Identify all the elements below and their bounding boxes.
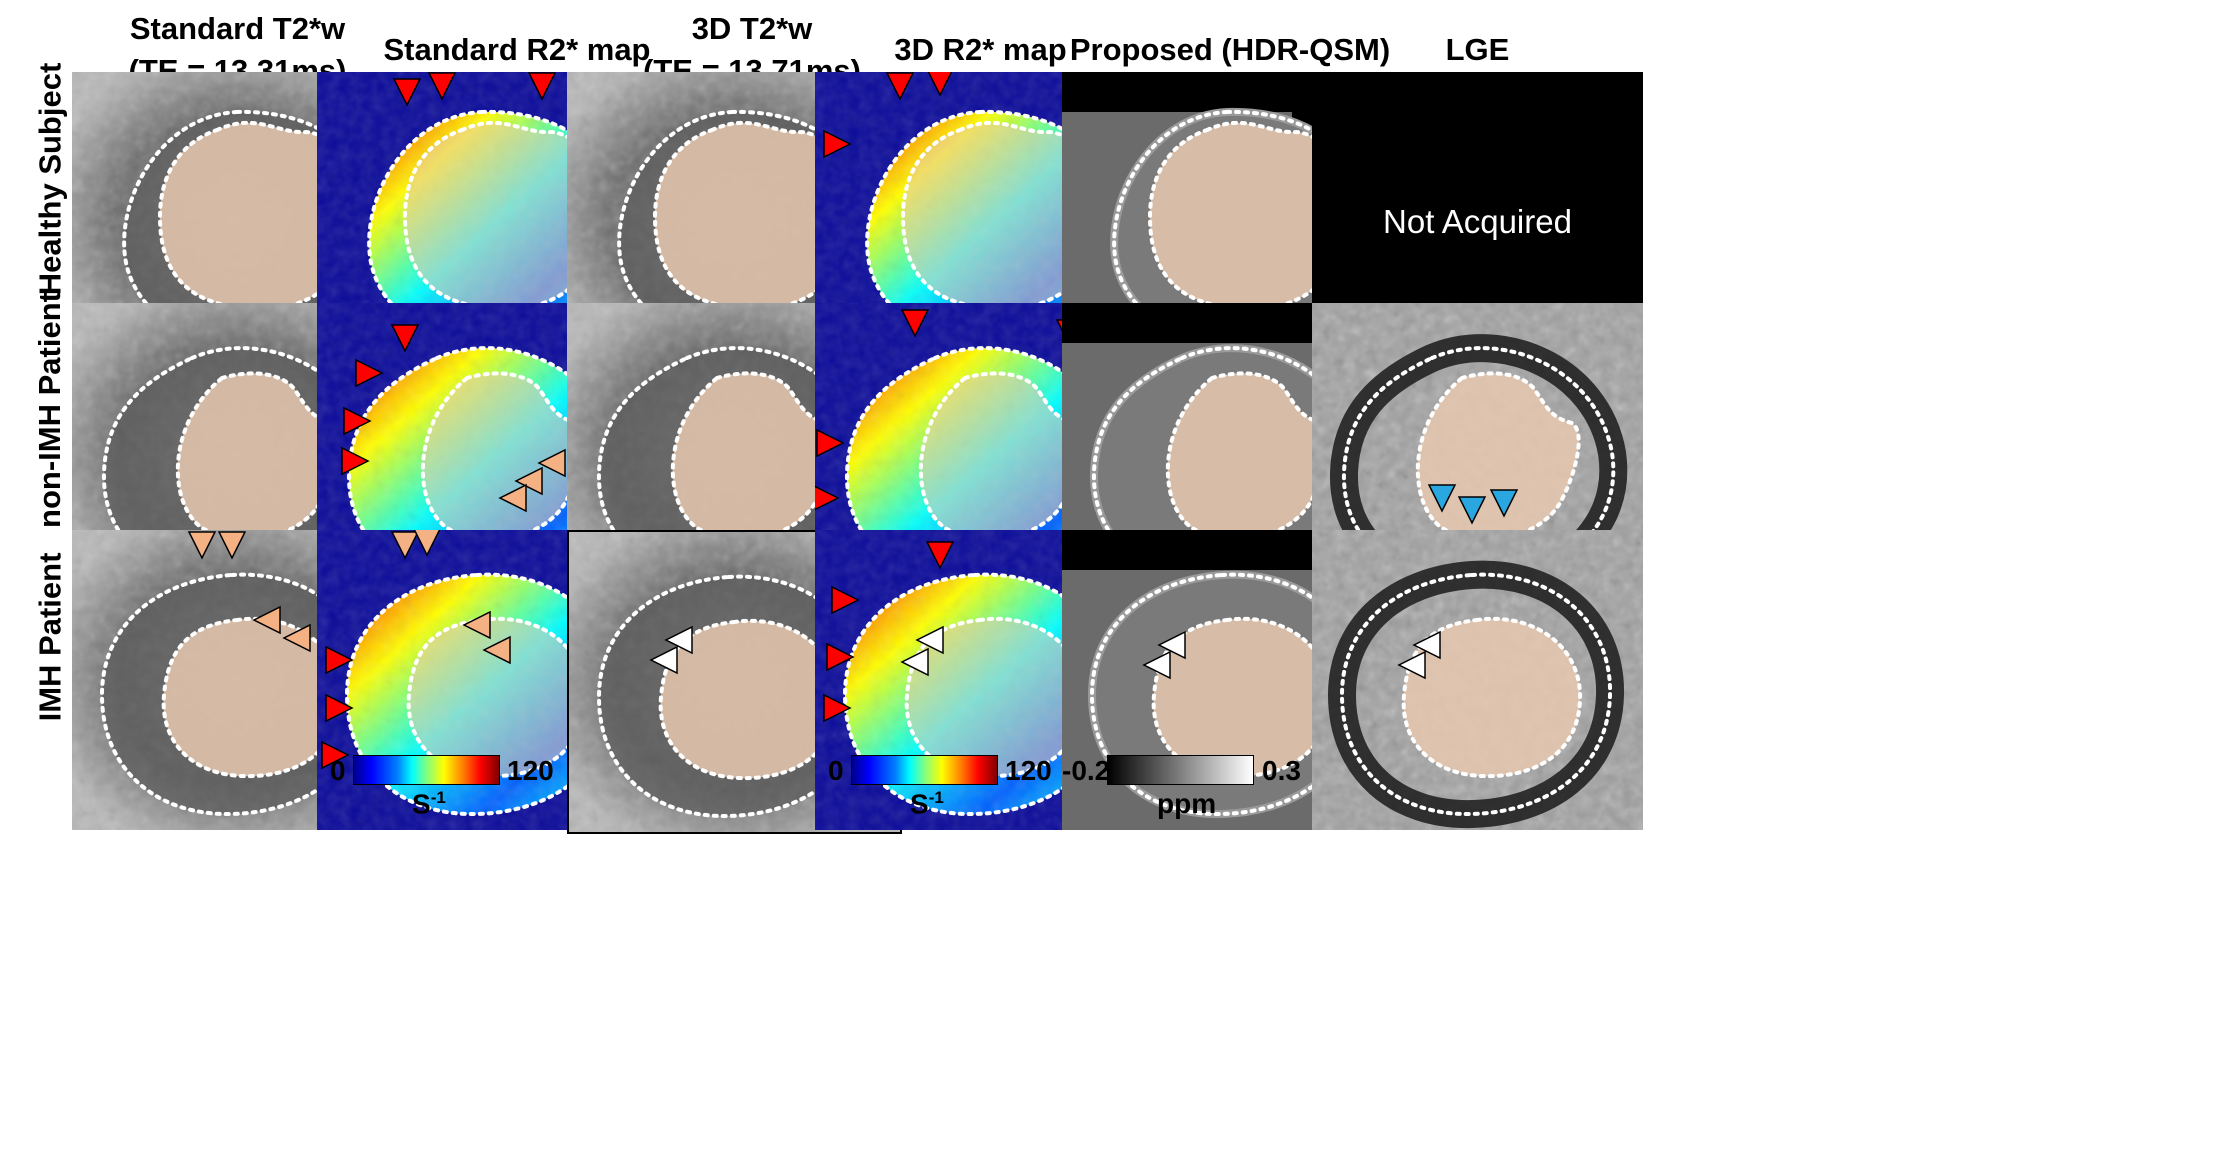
annotation-arrowhead bbox=[390, 531, 420, 560]
column-header-lge: LGE bbox=[1312, 4, 1643, 96]
colorbar-standard-r2: 0 120 S-1 bbox=[320, 752, 554, 819]
column-header-line1: Standard T2*w bbox=[129, 11, 346, 46]
colorbar-3d-r2: 0 120 S-1 bbox=[818, 752, 1052, 819]
mri-image bbox=[1312, 530, 1643, 830]
annotation-arrowhead bbox=[343, 406, 372, 436]
column-header-line1: Standard R2* map bbox=[383, 32, 651, 67]
annotation-arrowhead bbox=[831, 585, 860, 615]
annotation-arrowhead bbox=[823, 129, 852, 159]
annotation-arrowhead bbox=[427, 72, 457, 101]
column-header-hdr-qsm: Proposed (HDR-QSM) bbox=[1040, 4, 1420, 96]
annotation-arrowhead bbox=[823, 693, 852, 723]
annotation-arrowhead bbox=[462, 610, 491, 640]
annotation-arrowhead bbox=[1412, 630, 1441, 660]
annotation-arrowhead bbox=[341, 446, 370, 476]
colorbar-gradient bbox=[1107, 755, 1254, 785]
column-header-line1: LGE bbox=[1445, 32, 1510, 67]
annotation-arrowhead bbox=[282, 623, 311, 653]
annotation-arrowhead bbox=[925, 541, 955, 570]
colorbar-unit: ppm bbox=[1157, 788, 1217, 819]
colorbar-gradient bbox=[353, 755, 500, 785]
annotation-arrowhead bbox=[900, 647, 929, 677]
annotation-arrowhead bbox=[1157, 630, 1186, 660]
annotation-arrowhead bbox=[252, 605, 281, 635]
colorbar-max-label: 0.3 bbox=[1262, 755, 1301, 786]
row-label-text: non-IMH Patient bbox=[32, 292, 68, 528]
annotation-arrowhead bbox=[885, 72, 915, 101]
annotation-arrowhead bbox=[187, 531, 217, 560]
annotation-arrowhead bbox=[900, 309, 930, 338]
not-acquired-label: Not Acquired bbox=[1383, 203, 1572, 240]
colorbar-gradient bbox=[851, 755, 998, 785]
annotation-arrowhead bbox=[392, 78, 422, 107]
annotation-arrowhead bbox=[413, 530, 441, 557]
annotation-arrowhead bbox=[537, 448, 566, 478]
annotation-arrowhead bbox=[826, 642, 855, 672]
column-header-standard-r2-map: Standard R2* map bbox=[317, 4, 717, 96]
annotation-arrowhead bbox=[664, 625, 693, 655]
colorbar-min-label: -0.2 bbox=[1062, 755, 1111, 786]
annotation-arrowhead bbox=[927, 72, 953, 97]
row-label-text: IMH Patient bbox=[32, 552, 68, 722]
annotation-arrowhead bbox=[482, 635, 511, 665]
annotation-arrowhead bbox=[1457, 496, 1487, 525]
colorbar-unit: S-1 bbox=[412, 788, 446, 820]
colorbar-qsm: -0.2 0.3 ppm bbox=[1062, 752, 1302, 819]
column-header-3d-r2-map: 3D R2* map bbox=[815, 4, 1146, 96]
annotation-arrowhead bbox=[325, 645, 354, 675]
row-label-text: Healthy Subject bbox=[32, 62, 67, 296]
annotation-arrowhead bbox=[514, 466, 543, 496]
panel-imh-lge bbox=[1312, 530, 1643, 830]
colorbar-max-label: 120 bbox=[1005, 755, 1052, 786]
annotation-arrowhead bbox=[1489, 489, 1519, 518]
annotation-arrowhead bbox=[355, 358, 384, 388]
annotation-arrowhead bbox=[1427, 484, 1457, 513]
column-header-line1: 3D R2* map bbox=[894, 32, 1067, 67]
annotation-arrowhead bbox=[217, 531, 247, 560]
column-header-standard-t2w: Standard T2*w (TE = 13.31ms) bbox=[72, 4, 403, 96]
annotation-arrowhead bbox=[1397, 650, 1426, 680]
annotation-arrowhead bbox=[649, 645, 678, 675]
column-header-line1: Proposed (HDR-QSM) bbox=[1069, 32, 1391, 67]
annotation-arrowhead bbox=[390, 324, 420, 353]
colorbar-unit: S-1 bbox=[910, 788, 944, 820]
colorbar-max-label: 120 bbox=[507, 755, 554, 786]
annotation-arrowhead bbox=[498, 483, 527, 513]
column-header-line1: 3D T2*w bbox=[691, 11, 813, 46]
colorbar-min-label: 0 bbox=[330, 755, 346, 786]
colorbar-min-label: 0 bbox=[828, 755, 844, 786]
annotation-arrowhead bbox=[1142, 650, 1171, 680]
annotation-arrowhead bbox=[915, 625, 944, 655]
annotation-arrowhead bbox=[816, 428, 845, 458]
annotation-arrowhead bbox=[321, 740, 350, 770]
annotation-arrowhead bbox=[325, 693, 354, 723]
annotation-arrowhead bbox=[815, 485, 840, 511]
annotation-arrowhead bbox=[527, 72, 557, 101]
